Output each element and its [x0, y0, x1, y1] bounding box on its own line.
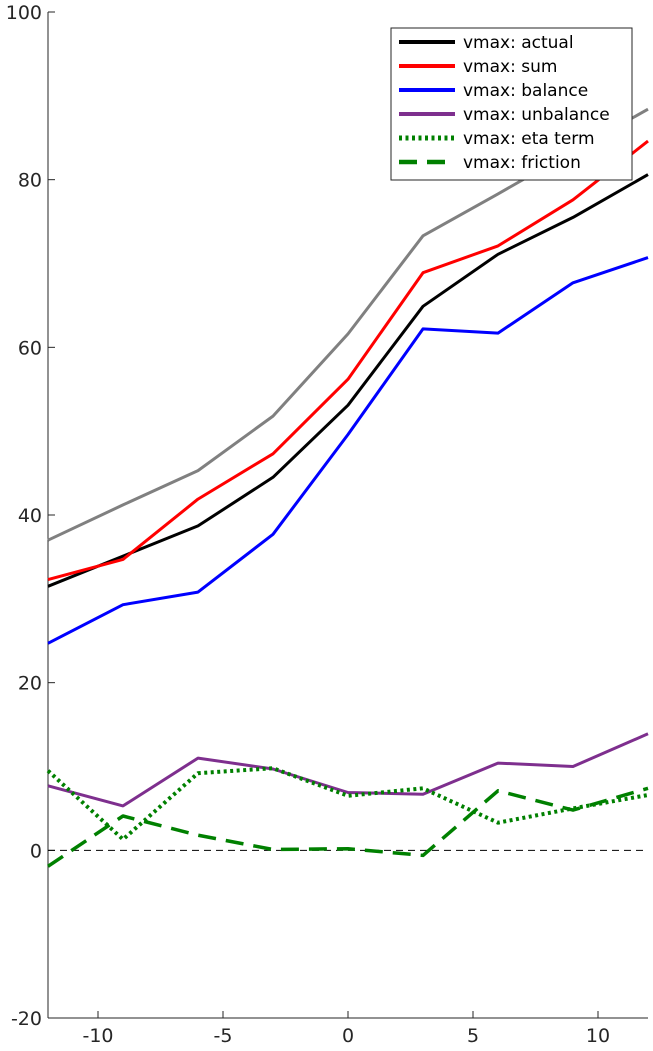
legend-box	[390, 27, 633, 181]
legend: vmax: actual vmax: sum vmax: balance vmax: …	[390, 27, 633, 181]
y-tick-label: 40	[18, 505, 42, 527]
y-tick-label: -20	[11, 1008, 42, 1030]
legend-label: vmax: unbalance	[463, 105, 610, 125]
legend-label: vmax: balance	[463, 81, 588, 101]
series-line-vmax-eta-term	[46, 766, 649, 842]
y-tick-label: 0	[30, 840, 42, 862]
y-tick-label: 20	[18, 673, 42, 695]
series-lines	[46, 107, 649, 868]
x-tick-label: -5	[214, 1025, 233, 1047]
y-tick-label: 60	[18, 337, 42, 359]
x-tick-label: -10	[82, 1025, 113, 1047]
x-tick-label: 0	[342, 1025, 354, 1047]
axes: -20 0 20 40 60 80 100 -10 -5 0 5 10	[6, 2, 648, 1047]
series-line-vmax-sum	[47, 139, 649, 582]
y-tick-label: 80	[18, 170, 42, 192]
x-tick-label: 10	[586, 1025, 610, 1047]
legend-label: vmax: friction	[463, 153, 581, 173]
legend-label: vmax: actual	[463, 33, 574, 53]
series-line-vmax-balance	[47, 256, 649, 645]
legend-label: vmax: eta term	[463, 129, 595, 149]
series-line-vmax-friction	[47, 786, 649, 868]
series-line-vmax-actual	[47, 173, 649, 588]
legend-label: vmax: sum	[463, 57, 557, 77]
y-tick-label: 100	[6, 2, 42, 24]
x-tick-label: 5	[467, 1025, 479, 1047]
series-line-vmax-unbalance	[47, 732, 649, 808]
